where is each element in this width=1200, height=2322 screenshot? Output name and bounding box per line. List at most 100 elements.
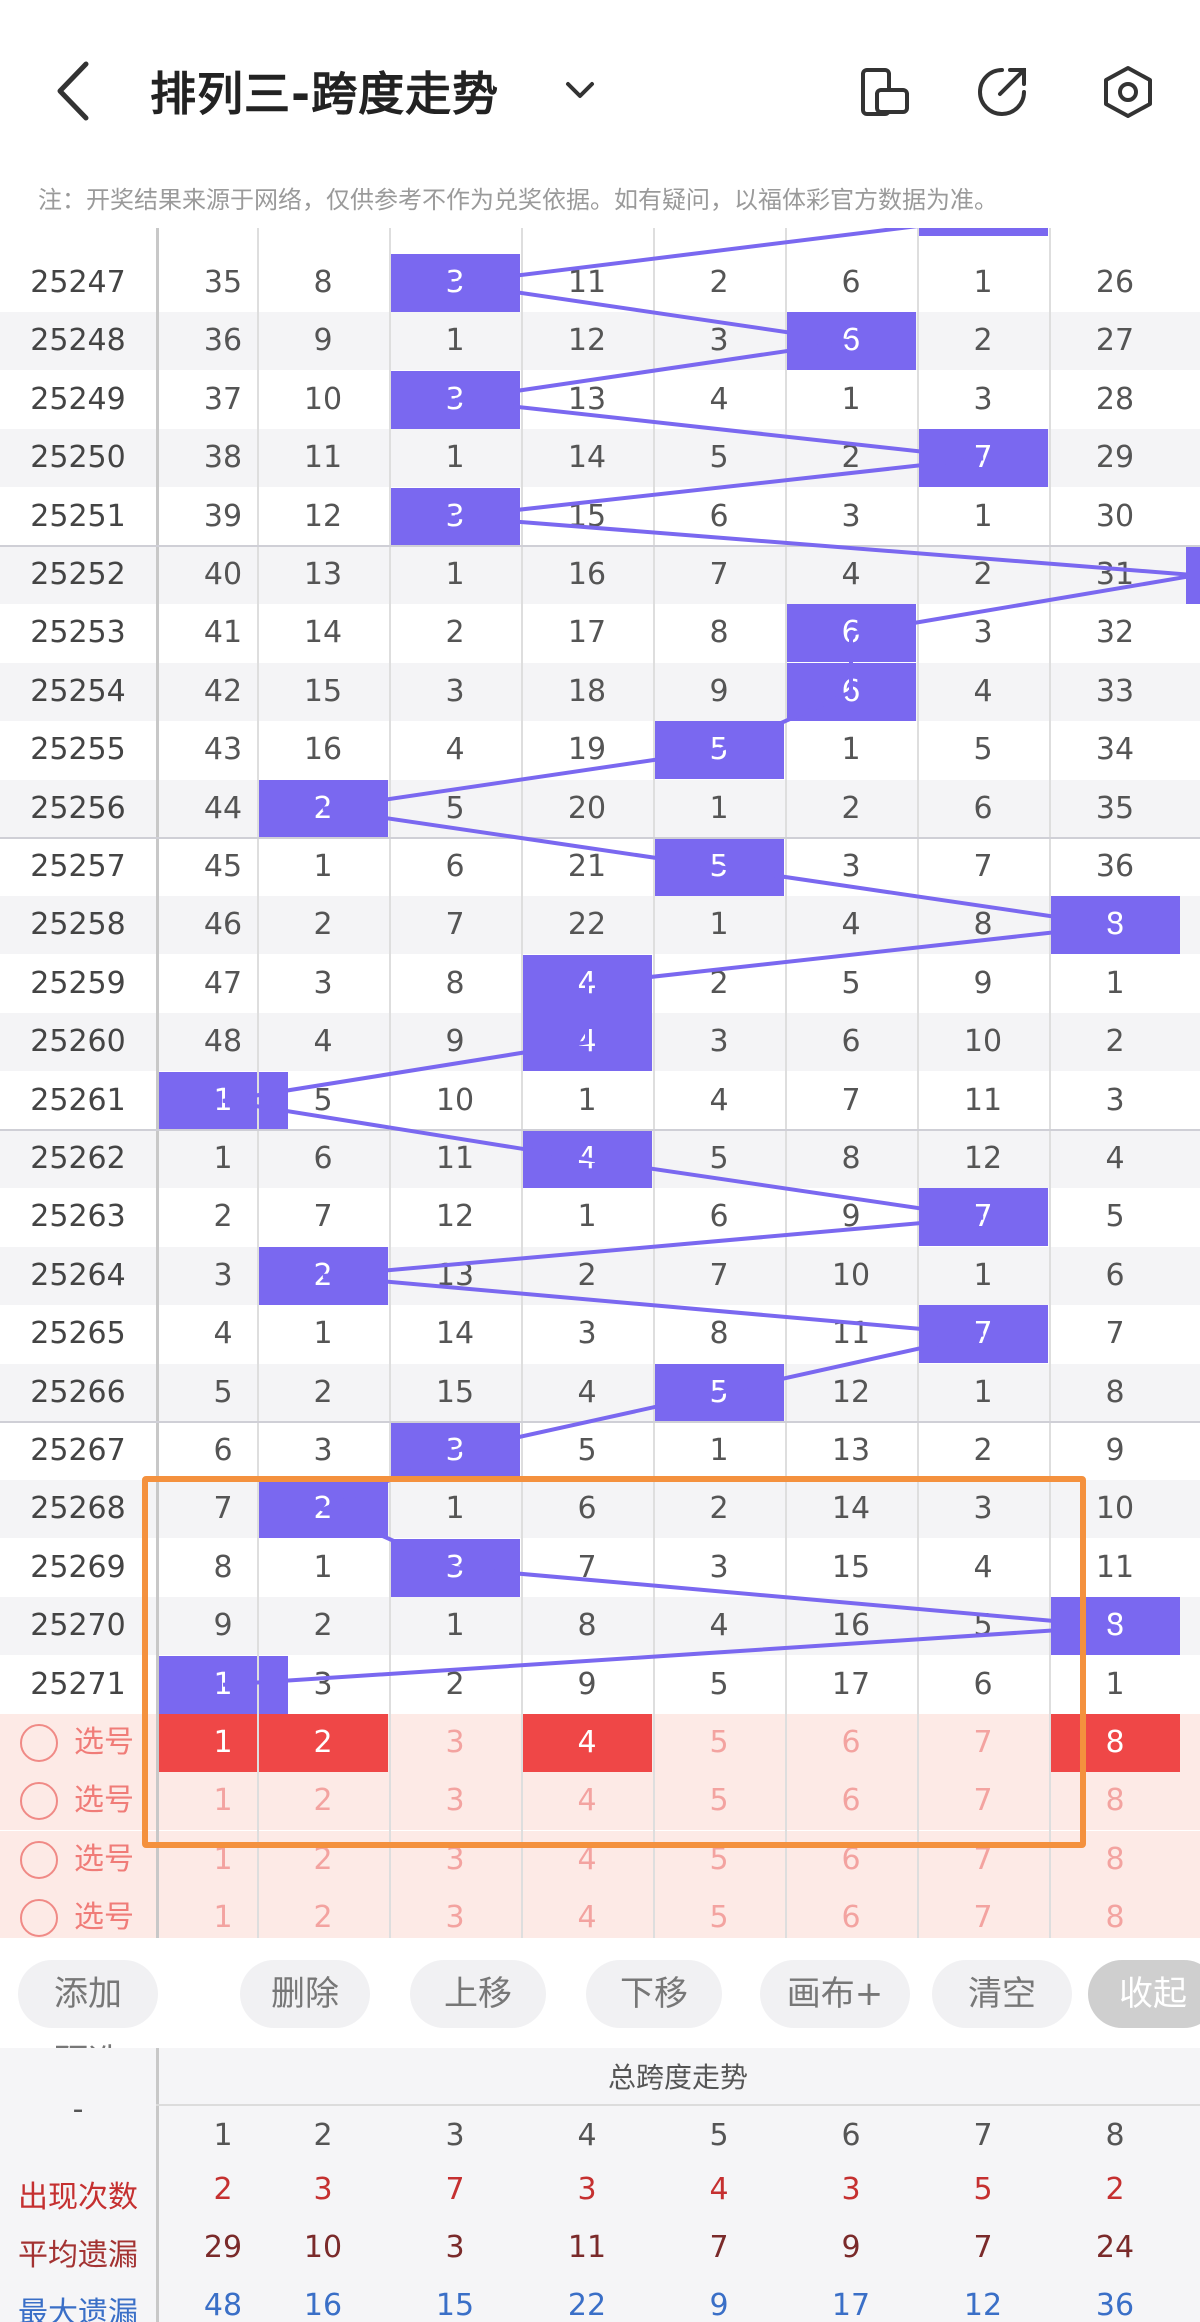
omission-cell: 17 bbox=[567, 615, 607, 651]
add-preselect-button[interactable]: 添加预选 bbox=[18, 1960, 158, 2082]
select-radio[interactable] bbox=[20, 1899, 58, 1938]
omission-cell: 8 bbox=[841, 1141, 861, 1176]
collapse-button[interactable]: 收起 bbox=[1088, 1960, 1200, 2028]
period-cell: 25264 bbox=[30, 1257, 126, 1293]
omission-cell: 1 bbox=[445, 1491, 465, 1527]
omission-cell: 12 bbox=[963, 1141, 1003, 1176]
share-icon[interactable] bbox=[972, 62, 1032, 122]
select-number[interactable]: 6 bbox=[841, 1900, 861, 1936]
move-down-button[interactable]: 下移 bbox=[586, 1960, 722, 2028]
select-label: 选号 bbox=[74, 1841, 134, 1877]
select-number[interactable]: 7 bbox=[973, 1783, 993, 1819]
select-radio[interactable] bbox=[20, 1782, 58, 1821]
omission-cell: 4 bbox=[841, 557, 861, 592]
omission-cell: 2 bbox=[445, 1666, 465, 1702]
chevron-down-icon[interactable] bbox=[560, 70, 600, 110]
move-up-button[interactable]: 上移 bbox=[410, 1960, 546, 2028]
select-number[interactable]: 8 bbox=[1050, 1714, 1180, 1772]
omission-cell: 8 bbox=[445, 965, 465, 1001]
select-number[interactable]: 1 bbox=[213, 1783, 233, 1819]
select-radio[interactable] bbox=[20, 1840, 58, 1879]
clear-button[interactable]: 清空 bbox=[932, 1960, 1072, 2028]
select-number[interactable]: 2 bbox=[313, 1841, 333, 1877]
omission-cell: 16 bbox=[303, 732, 343, 768]
omission-cell: 5 bbox=[709, 1141, 729, 1176]
omission-cell: 40 bbox=[203, 557, 243, 592]
selection-row: 选号 1 2 3 4 5 6 7 8 bbox=[0, 1772, 1200, 1831]
select-number[interactable]: 2 bbox=[313, 1783, 333, 1819]
select-radio[interactable] bbox=[20, 1724, 58, 1762]
select-number[interactable]: 3 bbox=[445, 1841, 465, 1877]
omission-cell: 5 bbox=[1105, 1199, 1125, 1235]
stats-value: 24 bbox=[1095, 2230, 1135, 2265]
omission-cell: 6 bbox=[973, 790, 993, 826]
select-number[interactable]: 4 bbox=[522, 1714, 652, 1772]
omission-cell: 4 bbox=[709, 1608, 729, 1644]
omission-cell: 33 bbox=[1095, 673, 1135, 709]
period-cell: 25262 bbox=[30, 1141, 126, 1176]
omission-cell: 22 bbox=[567, 907, 607, 943]
omission-cell: 6 bbox=[313, 1141, 333, 1176]
divider bbox=[917, 228, 919, 1938]
period-cell: 25265 bbox=[30, 1316, 126, 1352]
stats-value: 48 bbox=[203, 2288, 243, 2322]
period-cell: 25269 bbox=[30, 1549, 126, 1585]
select-number[interactable]: 2 bbox=[313, 1900, 333, 1936]
omission-cell: 17 bbox=[831, 1666, 871, 1702]
select-number[interactable]: 1 bbox=[213, 1841, 233, 1877]
omission-cell: 4 bbox=[577, 1374, 597, 1410]
select-number[interactable]: 3 bbox=[445, 1783, 465, 1819]
select-number[interactable]: 7 bbox=[973, 1900, 993, 1936]
omission-cell: 26 bbox=[1095, 265, 1135, 300]
period-cell: 25247 bbox=[30, 265, 126, 300]
omission-cell: 6 bbox=[1105, 1257, 1125, 1293]
select-number[interactable]: 6 bbox=[841, 1725, 861, 1760]
select-number[interactable]: 7 bbox=[973, 1725, 993, 1760]
back-icon[interactable] bbox=[50, 56, 100, 126]
phone-rotate-icon[interactable] bbox=[855, 62, 915, 122]
canvas-button[interactable]: 画布+ bbox=[760, 1960, 910, 2028]
omission-cell: 39 bbox=[203, 498, 243, 534]
omission-cell: 7 bbox=[841, 1082, 861, 1118]
stats-value: 16 bbox=[303, 2288, 343, 2322]
omission-cell: 14 bbox=[567, 440, 607, 476]
select-number[interactable]: 5 bbox=[709, 1900, 729, 1936]
select-number[interactable]: 2 bbox=[258, 1714, 388, 1772]
stats-value: 3 bbox=[841, 2172, 861, 2207]
select-number[interactable]: 6 bbox=[841, 1841, 861, 1877]
table-row: 25254 42 15 3 18 9 6 4 33 bbox=[0, 662, 1200, 721]
select-number[interactable]: 5 bbox=[709, 1725, 729, 1760]
select-number[interactable]: 8 bbox=[1105, 1841, 1125, 1877]
omission-cell: 1 bbox=[709, 907, 729, 943]
period-cell: 25251 bbox=[30, 498, 126, 534]
omission-cell: 1 bbox=[1105, 1666, 1125, 1702]
select-number[interactable]: 8 bbox=[1105, 1900, 1125, 1936]
omission-cell: 43 bbox=[203, 732, 243, 768]
divider bbox=[257, 228, 259, 1938]
omission-cell: 48 bbox=[203, 1024, 243, 1060]
trend-grid: 25247 35 8 3 11 2 6 1 26 25248 36 9 1 12 3 6 2 27 25249 37 1… bbox=[0, 228, 1200, 1938]
omission-cell: 8 bbox=[313, 265, 333, 300]
select-number[interactable]: 5 bbox=[709, 1783, 729, 1819]
omission-cell: 30 bbox=[1095, 498, 1135, 534]
select-number[interactable]: 4 bbox=[577, 1900, 597, 1936]
stats-value: 7 bbox=[445, 2172, 465, 2207]
stats-value: 3 bbox=[577, 2172, 597, 2207]
select-number[interactable]: 7 bbox=[973, 1841, 993, 1877]
omission-cell: 15 bbox=[303, 673, 343, 709]
omission-cell: 4 bbox=[709, 1082, 729, 1118]
select-number[interactable]: 5 bbox=[709, 1841, 729, 1877]
delete-button[interactable]: 删除 bbox=[240, 1960, 370, 2028]
select-number[interactable]: 4 bbox=[577, 1783, 597, 1819]
select-number[interactable]: 4 bbox=[577, 1841, 597, 1877]
divider bbox=[0, 545, 1200, 547]
settings-icon[interactable] bbox=[1098, 62, 1158, 122]
omission-cell: 1 bbox=[213, 1141, 233, 1176]
select-number[interactable]: 8 bbox=[1105, 1783, 1125, 1819]
select-number[interactable]: 1 bbox=[213, 1900, 233, 1936]
omission-cell: 1 bbox=[445, 323, 465, 359]
omission-cell: 46 bbox=[203, 907, 243, 943]
select-number[interactable]: 3 bbox=[445, 1725, 465, 1760]
select-number[interactable]: 3 bbox=[445, 1900, 465, 1936]
select-number[interactable]: 6 bbox=[841, 1783, 861, 1819]
